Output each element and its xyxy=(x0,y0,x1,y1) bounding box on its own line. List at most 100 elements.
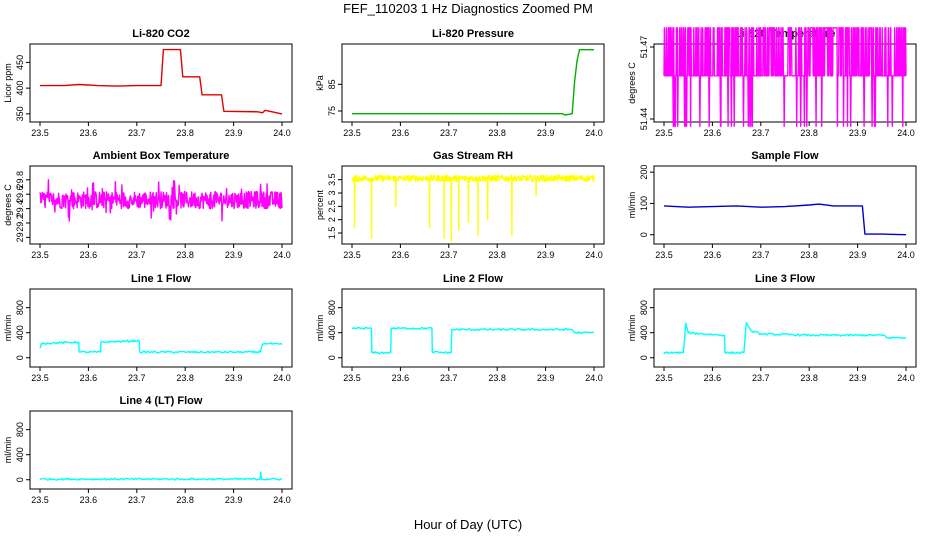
x-tick-label: 23.8 xyxy=(176,250,194,260)
plot-frame xyxy=(653,165,917,245)
panel-6: Sample Flow ml/min 23.5 23.6 23.7 23.8 23.9 24.… xyxy=(627,150,917,260)
x-tick-label: 23.7 xyxy=(128,250,146,260)
y-axis-label: ml/min xyxy=(3,437,13,464)
x-tick-label: 23.6 xyxy=(80,495,98,505)
x-tick-label: 23.7 xyxy=(128,128,146,138)
panel-9: Line 3 Flow ml/min 23.5 23.6 23.7 23.8 23.9 24.… xyxy=(627,273,917,383)
x-tick-label: 24.0 xyxy=(897,128,915,138)
y-tick-label: 2.5 xyxy=(327,200,337,213)
y-tick-label: 100 xyxy=(639,196,649,211)
x-tick-label: 23.6 xyxy=(392,128,410,138)
panel-title: Ambient Box Temperature xyxy=(93,150,230,162)
y-tick-label: 800 xyxy=(327,300,337,315)
plot-frame xyxy=(29,165,293,245)
x-tick-label: 23.7 xyxy=(440,373,458,383)
x-tick-label: 23.9 xyxy=(849,250,867,260)
panel-4: Ambient Box Temperature degrees C 23.5 23.6… xyxy=(3,150,293,260)
y-axis-label: ml/min xyxy=(315,315,325,342)
plot-frame xyxy=(341,165,605,245)
x-tick-label: 23.9 xyxy=(537,373,555,383)
y-tick-label: 800 xyxy=(15,300,25,315)
x-tick-label: 23.5 xyxy=(31,495,49,505)
x-tick-label: 23.8 xyxy=(800,373,818,383)
x-tick-label: 23.9 xyxy=(537,250,555,260)
x-tick-label: 23.8 xyxy=(800,250,818,260)
y-tick-label: 0 xyxy=(15,477,25,482)
x-tick-label: 23.7 xyxy=(440,128,458,138)
y-axis-label: ml/min xyxy=(627,315,637,342)
x-tick-label: 23.9 xyxy=(849,128,867,138)
series-line xyxy=(351,174,595,242)
panel-title: Line 1 Flow xyxy=(131,273,191,285)
y-tick-label: 51.44 xyxy=(639,108,649,131)
x-tick-label: 23.6 xyxy=(80,128,98,138)
x-tick-label: 23.8 xyxy=(488,128,506,138)
x-tick-label: 24.0 xyxy=(585,373,603,383)
x-tick-label: 24.0 xyxy=(273,495,291,505)
y-tick-label: 200 xyxy=(639,165,649,180)
series-line xyxy=(352,49,594,116)
x-tick-label: 23.9 xyxy=(225,128,243,138)
x-tick-label: 23.5 xyxy=(31,128,49,138)
plot-frame xyxy=(341,43,605,123)
plot-frame xyxy=(653,288,917,368)
x-tick-label: 23.9 xyxy=(225,495,243,505)
y-tick-label: 400 xyxy=(15,325,25,340)
y-tick-label: 29.2 xyxy=(15,214,25,232)
x-tick-label: 23.9 xyxy=(225,373,243,383)
y-tick-label: 0 xyxy=(639,232,649,237)
panel-title: Gas Stream RH xyxy=(433,150,513,162)
x-tick-label: 23.5 xyxy=(343,250,361,260)
series-line xyxy=(39,179,283,222)
x-tick-label: 23.7 xyxy=(440,250,458,260)
x-tick-label: 23.6 xyxy=(704,373,722,383)
x-tick-label: 23.6 xyxy=(80,250,98,260)
x-tick-label: 23.7 xyxy=(128,495,146,505)
x-tick-label: 23.9 xyxy=(849,373,867,383)
x-tick-label: 23.5 xyxy=(343,373,361,383)
x-tick-label: 24.0 xyxy=(273,373,291,383)
y-tick-label: 800 xyxy=(639,300,649,315)
x-tick-label: 23.5 xyxy=(655,128,673,138)
x-tick-label: 24.0 xyxy=(585,128,603,138)
y-axis-label: kPa xyxy=(315,75,325,91)
y-tick-label: 29.4 xyxy=(15,200,25,218)
x-tick-label: 23.9 xyxy=(537,128,555,138)
series-line xyxy=(663,203,907,236)
plot-frame xyxy=(29,43,293,123)
series-line xyxy=(663,27,907,127)
x-tick-label: 24.0 xyxy=(585,250,603,260)
plot-frame xyxy=(29,410,293,490)
y-tick-label: 1.5 xyxy=(327,227,337,240)
y-tick-label: 0 xyxy=(639,355,649,360)
panel-title: Li-820 Pressure xyxy=(432,28,514,40)
y-tick-label: 450 xyxy=(15,55,25,70)
x-tick-label: 23.8 xyxy=(176,373,194,383)
x-tick-label: 23.8 xyxy=(176,495,194,505)
x-tick-label: 24.0 xyxy=(273,128,291,138)
series-line xyxy=(663,322,907,355)
plot-frame xyxy=(29,288,293,368)
x-tick-label: 23.7 xyxy=(752,250,770,260)
x-tick-label: 23.7 xyxy=(128,373,146,383)
y-axis-label: Licor ppm xyxy=(3,63,13,103)
y-tick-label: 0 xyxy=(327,355,337,360)
y-tick-label: 29 xyxy=(15,232,25,242)
panel-8: Line 2 Flow ml/min 23.5 23.6 23.7 23.8 23.9 24.… xyxy=(315,273,605,383)
series-line xyxy=(39,471,283,481)
y-tick-label: 3 xyxy=(327,190,337,195)
x-tick-label: 24.0 xyxy=(897,250,915,260)
panel-10: Line 4 (LT) Flow ml/min 23.5 23.6 23.7 23.8 23… xyxy=(3,395,293,505)
panel-1: Li-820 CO2 Licor ppm 23.5 23.6 23.7 23.8 23.9 2… xyxy=(3,28,293,138)
plot-frame xyxy=(341,288,605,368)
y-tick-label: 2 xyxy=(327,217,337,222)
y-axis-label: ml/min xyxy=(627,192,637,219)
x-tick-label: 23.7 xyxy=(752,128,770,138)
x-tick-label: 23.5 xyxy=(655,250,673,260)
panel-7: Line 1 Flow ml/min 23.5 23.6 23.7 23.8 23.9 24.… xyxy=(3,273,293,383)
panel-title: Line 4 (LT) Flow xyxy=(120,395,203,407)
panel-2: Li-820 Pressure kPa 23.5 23.6 23.7 23.8 23.9 24… xyxy=(315,28,605,138)
